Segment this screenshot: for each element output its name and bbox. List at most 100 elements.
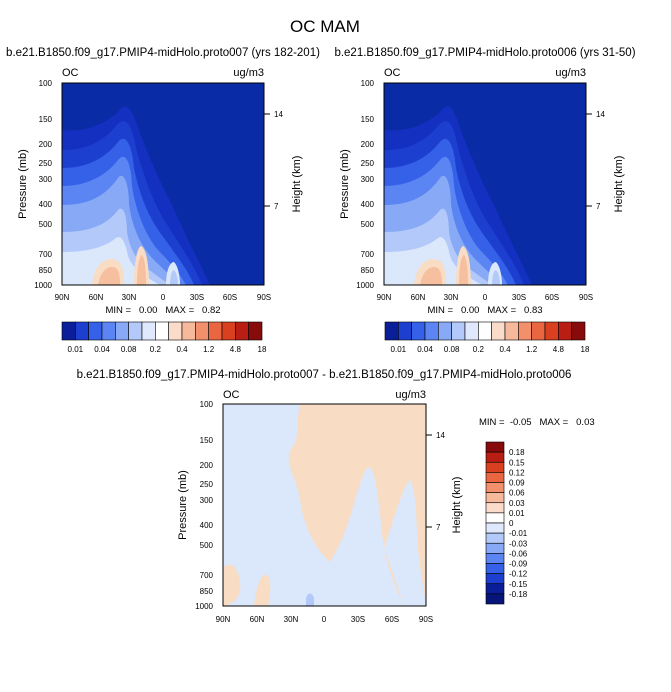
colorbar-swatch	[384, 321, 399, 341]
colorbar-swatch	[485, 593, 505, 605]
colorbar-swatch	[485, 441, 505, 453]
colorbar-label: 0.01	[391, 345, 407, 354]
min-max-label: MIN = 0.00 MAX = 0.82	[105, 305, 220, 316]
colorbar-swatch	[558, 321, 572, 341]
contour-fill	[223, 404, 426, 606]
y-axis: 100 150 200 250 300 400 500 700 850 1000	[34, 79, 52, 290]
colorbar-label: 0.08	[121, 345, 137, 354]
panel-title: b.e21.B1850.f09_g17.PMIP4-midHolo.proto0…	[6, 47, 320, 59]
colorbar-label: 0.06	[509, 489, 525, 498]
panel-title: b.e21.B1850.f09_g17.PMIP4-midHolo.proto0…	[77, 369, 572, 381]
colorbar-swatch	[485, 461, 505, 473]
colorbar-swatch	[531, 321, 546, 341]
y-tick-label: 1000	[356, 281, 374, 290]
colorbar-label: 4.8	[230, 345, 242, 354]
colorbar-swatch	[485, 573, 505, 585]
y-right-tick-label: 14	[596, 110, 605, 119]
variable-label: OC	[223, 389, 240, 401]
x-tick-label: 30S	[190, 293, 204, 302]
colorbar-swatch	[464, 321, 479, 341]
colorbar-swatch	[168, 321, 183, 341]
x-tick-label: 60N	[89, 293, 104, 302]
y-tick-label: 850	[361, 266, 375, 275]
y-tick-label: 400	[39, 200, 53, 209]
colorbar-label: 0.4	[176, 345, 188, 354]
colorbar-label: 4.8	[553, 345, 565, 354]
colorbar-swatch	[248, 321, 263, 341]
colorbar-swatch	[451, 321, 466, 341]
colorbar-swatch	[485, 522, 505, 534]
y-tick-label: 400	[200, 521, 214, 530]
plot-frame	[222, 403, 427, 607]
colorbar-label: 0	[509, 519, 514, 528]
y-tick-label: 1000	[195, 602, 213, 611]
y-tick-label: 1000	[34, 281, 52, 290]
y-axis-label: Pressure (mb)	[339, 149, 351, 219]
colorbar-label: 0.4	[499, 345, 511, 354]
y-tick-label: 100	[39, 79, 53, 88]
y-right-tick-label: 14	[274, 110, 283, 119]
colorbar-difference: 0.180.150.120.090.060.030.010-0.01-0.03-…	[485, 441, 528, 605]
min-max-label: MIN = -0.05 MAX = 0.03	[479, 417, 595, 428]
y-right-axis-label: Height (km)	[291, 156, 303, 213]
x-tick-label: 30S	[512, 293, 526, 302]
x-tick-label: 90S	[579, 293, 593, 302]
colorbar-swatch	[485, 553, 505, 564]
y-right-axis: 14 7	[586, 110, 605, 211]
colorbar-label: 0.08	[444, 345, 460, 354]
y-tick-label: 150	[200, 436, 214, 445]
x-tick-label: 60S	[545, 293, 559, 302]
variable-label: OC	[62, 67, 79, 79]
y-right-axis-label: Height (km)	[451, 477, 463, 534]
colorbar-label: -0.09	[509, 560, 528, 569]
y-tick-label: 200	[39, 140, 53, 149]
colorbar-swatch	[181, 321, 196, 341]
x-tick-label: 30N	[444, 293, 459, 302]
colorbar-label: 0.04	[94, 345, 110, 354]
y-tick-label: 300	[200, 496, 214, 505]
colorbar-label: 0.01	[509, 509, 525, 518]
y-tick-label: 200	[200, 461, 214, 470]
y-right-tick-label: 7	[596, 202, 601, 211]
colorbar-label: -0.15	[509, 580, 528, 589]
colorbar-swatch	[115, 321, 129, 341]
colorbar-swatch	[485, 492, 505, 504]
x-tick-label: 60N	[250, 615, 265, 624]
plot-frame	[383, 82, 587, 286]
units-label: ug/m3	[555, 67, 586, 79]
y-right-tick-label: 7	[274, 202, 279, 211]
colorbar-swatch	[485, 512, 505, 524]
colorbar-swatch	[61, 321, 76, 341]
x-tick-label: 90N	[377, 293, 392, 302]
x-tick-label: 0	[161, 293, 166, 302]
colorbar-swatch	[101, 321, 116, 341]
panel-difference: b.e21.B1850.f09_g17.PMIP4-midHolo.proto0…	[77, 369, 595, 624]
colorbar-swatch	[485, 482, 505, 493]
x-axis: 90N 60N 30N 0 30S 60S 90S	[216, 615, 433, 624]
colorbar-swatch	[485, 583, 505, 595]
y-tick-label: 850	[200, 587, 214, 596]
units-label: ug/m3	[233, 67, 264, 79]
colorbar-label: -0.06	[509, 549, 528, 558]
panel-proto006: b.e21.B1850.f09_g17.PMIP4-midHolo.proto0…	[334, 47, 635, 316]
colorbar-swatch	[411, 321, 426, 341]
panel-proto007: b.e21.B1850.f09_g17.PMIP4-midHolo.proto0…	[6, 47, 320, 316]
x-tick-label: 0	[483, 293, 488, 302]
units-label: ug/m3	[395, 389, 426, 401]
colorbar-label: 0.03	[509, 499, 525, 508]
y-axis: 100 150 200 250 300 400 500 700 850 1000	[195, 400, 213, 611]
colorbar-swatch	[491, 321, 506, 341]
colorbar-label: 0.2	[473, 345, 485, 354]
x-tick-label: 0	[322, 615, 327, 624]
x-axis: 90N 60N 30N 0 30S 60S 90S	[55, 293, 271, 302]
plot-frame	[61, 82, 265, 286]
colorbar-label: 0.04	[417, 345, 433, 354]
x-tick-label: 30N	[284, 615, 299, 624]
contour-fill	[384, 83, 586, 285]
colorbar-swatch	[518, 321, 532, 341]
y-tick-label: 300	[39, 175, 53, 184]
y-right-tick-label: 14	[436, 431, 445, 440]
colorbar-label: 0.01	[68, 345, 84, 354]
colorbar-label: 0.2	[150, 345, 162, 354]
